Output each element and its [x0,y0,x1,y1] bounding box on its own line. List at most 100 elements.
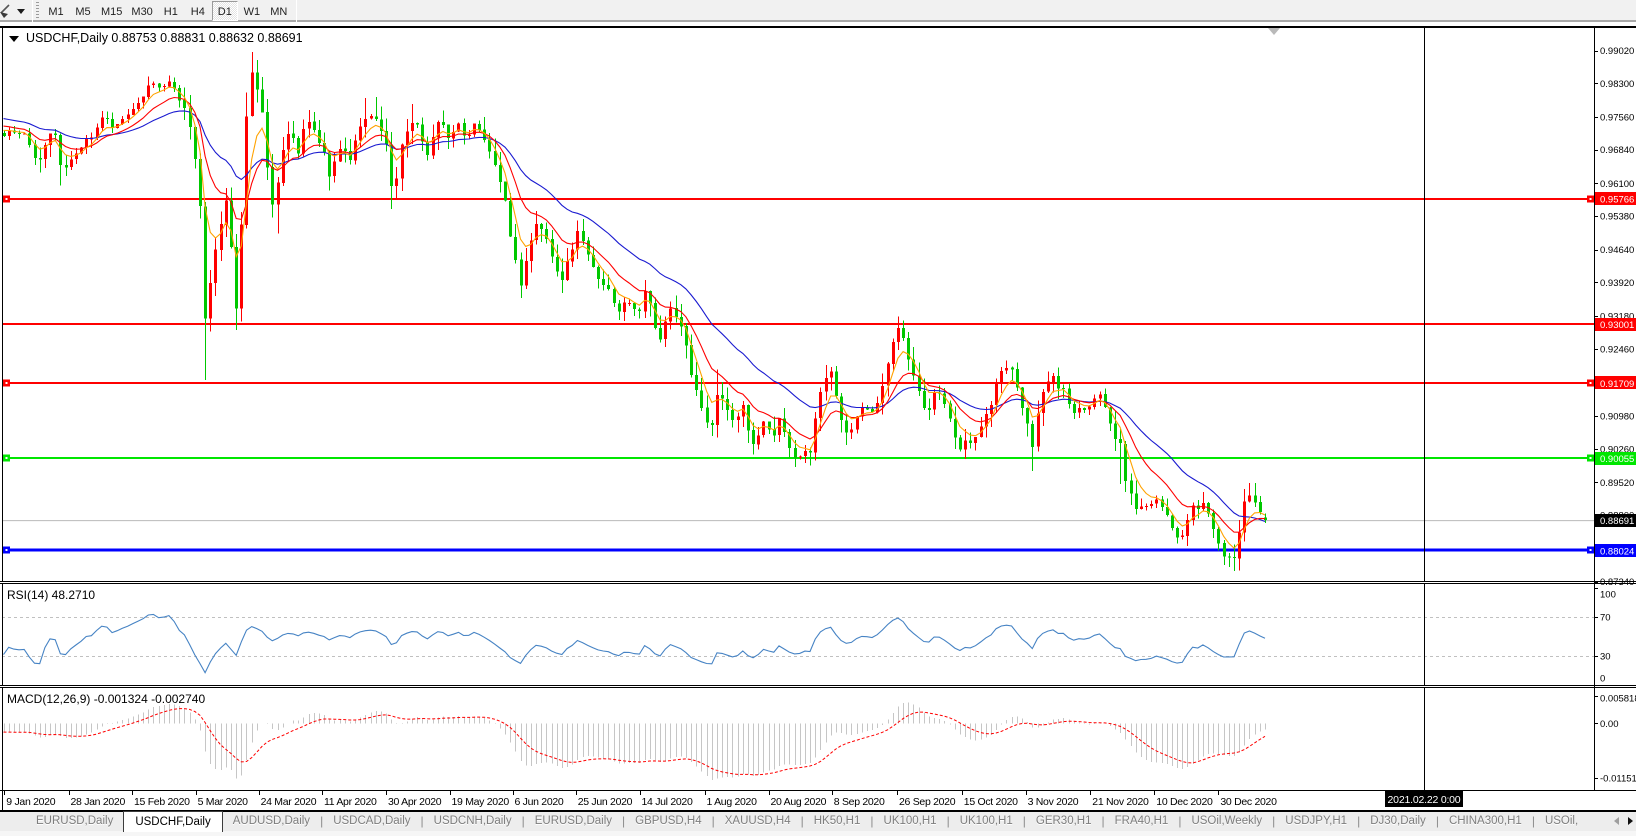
chart-tab-XAUUSD-H4[interactable]: XAUUSD,H4 [724,815,791,827]
price-line-label-text: 0.95766 [1600,195,1634,206]
tab-separator: | [521,814,525,828]
date-tick-label: 5 Mar 2020 [198,796,249,808]
timeframe-button-M15[interactable]: M15 [101,6,123,18]
date-tick-label: 30 Apr 2020 [388,796,442,808]
timeframe-button-M30[interactable]: M30 [131,6,153,18]
chart-tab-AUDUSD-Daily[interactable]: AUDUSD,Daily [232,815,311,827]
price-tick-label: 0.95380 [1600,212,1634,223]
tab-separator: | [1272,814,1276,828]
ma-mid-line [3,96,1266,533]
tab-separator: | [1531,814,1535,828]
timeframe-toolbar: M1 M5 M15 M30 H1 H4 D1 W1 MN [0,0,1636,26]
timeframe-button-M5[interactable]: M5 [75,6,91,18]
macd-pane [3,702,1266,780]
rsi-header: RSI(14) 48.2710 [7,588,95,602]
date-tick-label: 24 Mar 2020 [261,796,317,808]
date-tick-label: 10 Dec 2020 [1156,796,1213,808]
timeframe-button-MN[interactable]: MN [270,6,288,18]
tab-separator: | [870,814,874,828]
chart-tab-CHINA300-H1[interactable]: CHINA300,H1 [1448,815,1522,827]
chart-tab-EURUSD-Daily[interactable]: EURUSD,Daily [534,815,613,827]
triangle-down-icon[interactable] [9,36,19,42]
date-tick-label: 9 Jan 2020 [6,796,55,808]
price-tick-label: 0.94640 [1600,245,1634,256]
price-line-label-text: 0.88691 [1600,516,1634,527]
date-tick-label: 21 Nov 2020 [1092,796,1149,808]
toolbar-dropdown-caret-icon[interactable] [17,8,25,14]
price-tick-label: 0.92460 [1600,344,1634,355]
horizontal-line-0.88024[interactable] [2,546,1594,554]
macd-scale-label: -0.011514 [1600,774,1636,785]
rsi-scale-label: 30 [1600,651,1611,662]
chart-tab-DJ30-Daily[interactable]: DJ30,Daily [1370,815,1426,827]
date-tick-label: 28 Jan 2020 [71,796,126,808]
chart-tab-USOil-Weekly[interactable]: USOil,Weekly [1191,815,1263,827]
chart-shift-marker-icon[interactable] [1268,28,1280,35]
macd-header: MACD(12,26,9) -0.001324 -0.002740 [7,692,205,706]
ma-fast-line [3,86,1266,549]
macd-scale-label: 0.00 [1600,719,1619,730]
date-tick-label: 15 Oct 2020 [964,796,1018,808]
chart-tab-EURUSD-Daily[interactable]: EURUSD,Daily [36,815,114,827]
price-tick-label: 0.93180 [1600,312,1634,323]
date-tick-label: 15 Feb 2020 [134,796,190,808]
pane-headers: USDCHF,Daily 0.88753 0.88831 0.88632 0.8… [7,31,303,706]
chart-tab-UK100-H1[interactable]: UK100,H1 [883,815,937,827]
chart-tab-USOil-[interactable]: USOil, [1544,815,1579,827]
date-tick-label: 3 Nov 2020 [1028,796,1079,808]
timeframe-button-M1[interactable]: M1 [48,6,64,18]
chart-tab-USDCHF-Daily[interactable]: USDCHF,Daily [123,811,223,832]
price-tick-label: 0.96840 [1600,145,1634,156]
price-tick-label: 0.98300 [1600,79,1634,90]
price-tick-label: 0.93920 [1600,278,1634,289]
chart-tab-GER30-H1[interactable]: GER30,H1 [1035,815,1092,827]
cursor-arrow-icon[interactable] [0,3,13,19]
chart-tab-FRA40-H1[interactable]: FRA40,H1 [1114,815,1169,827]
tab-separator: | [1357,814,1361,828]
chart-title: USDCHF,Daily 0.88753 0.88831 0.88632 0.8… [26,31,303,45]
rsi-scale-label: 100 [1600,590,1616,601]
date-tick-label: 30 Dec 2020 [1220,796,1277,808]
timeframe-button-H4[interactable]: H4 [190,6,205,18]
date-tick-label: 20 Aug 2020 [771,796,827,808]
chart-tab-bar: EURUSD,Daily USDCHF,Daily AUDUSD,Daily | USD… [0,811,1636,836]
chart-tab-USDJPY-H1[interactable]: USDJPY,H1 [1285,815,1348,827]
date-tick-label: 25 Jun 2020 [578,796,633,808]
chart-tab-HK50-H1[interactable]: HK50,H1 [813,815,861,827]
price-line-label-text: 0.88024 [1600,546,1634,557]
date-tick-label: 8 Sep 2020 [834,796,885,808]
vertical-line-timestamp: 2021.02.22 0:00 [1385,791,1463,807]
price-tick-label: 0.87340 [1600,577,1634,588]
date-tick-label: 26 Sep 2020 [899,796,956,808]
macd-scale-label: 0.005818 [1600,694,1636,705]
chart-canvas[interactable]: 0.99020 0.98300 0.97560 0.96840 0.96100 0.953… [0,26,1636,812]
horizontal-line-0.95766[interactable] [2,195,1594,203]
tab-separator: | [800,814,804,828]
chart-tab-UK100-H1[interactable]: UK100,H1 [959,815,1013,827]
price-tick-label: 0.90260 [1600,444,1634,455]
chart-tab-GBPUSD-H4[interactable]: GBPUSD,H4 [635,815,702,827]
rsi-axis: 100 70 30 0 [1594,588,1616,686]
toolbar-drag-grip[interactable] [36,2,39,20]
tabs-scroll-left-icon[interactable] [1614,817,1619,825]
horizontal-line-0.91709[interactable] [2,379,1594,387]
tab-separator: | [622,814,626,828]
timeframe-button-W1[interactable]: W1 [243,6,261,18]
timeframe-button-H1[interactable]: H1 [163,6,178,18]
tab-separator: | [1101,814,1105,828]
rsi-scale-label: 70 [1600,613,1611,624]
chart-tab-USDCAD-Daily[interactable]: USDCAD,Daily [333,815,411,827]
tab-separator: | [1022,814,1026,828]
price-tick-label: 0.97560 [1600,113,1634,124]
date-tick-label: 19 May 2020 [452,796,510,808]
horizontal-line-0.90055[interactable] [2,454,1594,462]
chart-tab-USDCNH-Daily[interactable]: USDCNH,Daily [433,815,512,827]
price-line-label-text: 0.91709 [1600,379,1634,390]
price-line-label-text: 0.93001 [1600,320,1634,331]
tabs-scroll-right-icon[interactable] [1628,817,1633,825]
toolbar-separator [32,0,33,22]
timeframe-button-D1[interactable]: D1 [211,1,238,21]
tab-separator: | [946,814,950,828]
date-tick-label: 1 Aug 2020 [707,796,758,808]
